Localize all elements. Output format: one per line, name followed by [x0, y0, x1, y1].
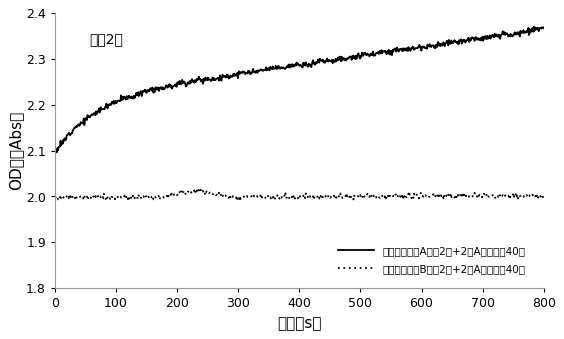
生理盐水稀释B抗体2倍+2号A膜球稀释40倍 [190, 188, 197, 192]
生理盐水稀释A抗体2倍+2号A膜球稀释40倍 [349, 54, 356, 58]
Legend: 生理盐水稀释A抗体2倍+2号A膜球稀释40倍, 生理盐水稀释B抗体2倍+2号A膜球稀释40倍: 生理盐水稀释A抗体2倍+2号A膜球稀释40倍, 生理盐水稀释B抗体2倍+2号A膜… [334, 242, 528, 277]
生理盐水稀释A抗体2倍+2号A膜球稀释40倍 [540, 26, 547, 30]
生理盐水稀释A抗体2倍+2号A膜球稀释40倍 [336, 55, 343, 59]
生理盐水稀释B抗体2倍+2号A膜球稀释40倍 [81, 198, 87, 202]
生理盐水稀释A抗体2倍+2号A膜球稀释40倍 [364, 53, 371, 57]
Line: 生理盐水稀释A抗体2倍+2号A膜球稀释40倍: 生理盐水稀释A抗体2倍+2号A膜球稀释40倍 [55, 27, 544, 153]
生理盐水稀释B抗体2倍+2号A膜球稀释40倍 [82, 194, 89, 198]
生理盐水稀释A抗体2倍+2号A膜球稀释40倍 [473, 36, 480, 40]
生理盐水稀释B抗体2倍+2号A膜球稀释40倍 [540, 193, 547, 197]
X-axis label: 时间（s）: 时间（s） [277, 316, 321, 331]
生理盐水稀释B抗体2倍+2号A膜球稀释40倍 [52, 195, 59, 199]
Text: 稀释2倍: 稀释2倍 [89, 33, 123, 46]
生理盐水稀释B抗体2倍+2号A膜球稀释40倍 [364, 192, 371, 196]
生理盐水稀释A抗体2倍+2号A膜球稀释40倍 [52, 151, 59, 155]
生理盐水稀释A抗体2倍+2号A膜球稀释40倍 [423, 46, 430, 50]
生理盐水稀释B抗体2倍+2号A膜球稀释40倍 [474, 195, 481, 199]
生理盐水稀释A抗体2倍+2号A膜球稀释40倍 [82, 117, 89, 121]
生理盐水稀释B抗体2倍+2号A膜球稀释40倍 [337, 196, 343, 200]
生理盐水稀释B抗体2倍+2号A膜球稀释40倍 [424, 195, 430, 199]
生理盐水稀释A抗体2倍+2号A膜球稀释40倍 [52, 150, 59, 154]
Line: 生理盐水稀释B抗体2倍+2号A膜球稀释40倍: 生理盐水稀释B抗体2倍+2号A膜球稀释40倍 [55, 190, 544, 200]
生理盐水稀释A抗体2倍+2号A膜球稀释40倍 [531, 25, 537, 29]
生理盐水稀释B抗体2倍+2号A膜球稀释40倍 [350, 195, 356, 199]
Y-axis label: OD值（Abs）: OD值（Abs） [8, 111, 23, 190]
